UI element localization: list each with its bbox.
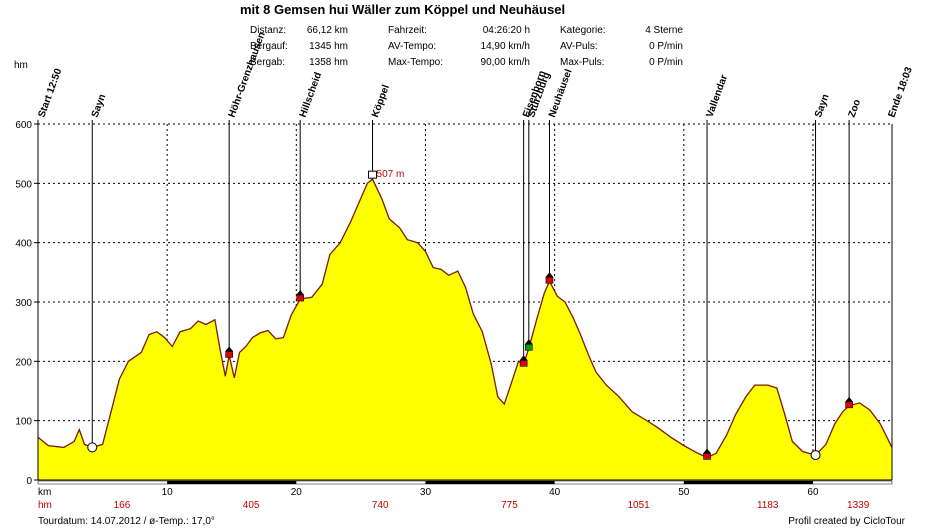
stat-value: 1358 hm [309,57,348,68]
tour-date: Tourdatum: 14.07.2012 / ø-Temp.: 17,0° [38,516,215,527]
stat-label: AV-Tempo: [388,41,436,52]
y-tick-label: 0 [26,476,32,487]
house-marker-icon [703,453,711,460]
house-roof-icon [296,290,305,296]
x-tick-label: 50 [678,487,690,498]
cumulative-hm-value: 405 [243,500,260,511]
y-tick-label: 200 [15,357,32,368]
stat-value: 14,90 km/h [481,41,530,52]
stat-label: Max-Tempo: [388,57,443,68]
waypoint-label: Start 12:50 [36,67,64,119]
waypoint-label: Höhr-Grenzhausen [227,31,268,119]
x-axis-label: km [38,487,51,498]
km-scale-segment [683,481,813,484]
cumulative-hm-value: 1339 [847,500,870,511]
house-roof-icon [845,396,854,402]
waypoint-label: Ende 18:03 [886,65,915,119]
stat-label: AV-Puls: [560,41,598,52]
waypoint-label: Sayn [90,93,109,119]
cumulative-hm-label: hm [38,500,52,511]
y-tick-label: 100 [15,417,32,428]
house-roof-icon [524,339,533,345]
house-marker-icon [545,276,554,284]
y-axis-label: hm [14,60,28,71]
waypoint-label: Zoo [847,98,864,119]
y-tick-label: 400 [15,239,32,250]
cumulative-hm-value: 1051 [627,500,650,511]
waypoint-label: Hillscheid [298,71,324,119]
cumulative-hm-value: 166 [114,500,131,511]
elevation-line [37,178,893,459]
summit-flag-icon [368,170,378,179]
stat-value: 0 P/min [649,41,683,52]
stat-value: 0 P/min [649,57,683,68]
house-marker-icon [225,351,233,358]
house-roof-icon [225,346,234,352]
cumulative-hm-value: 775 [501,500,518,511]
cumulative-hm-value: 1183 [757,500,779,511]
stats-table: Distanz: 66,12 km Bergauf: 1345 hm Bergab: 13… [250,25,683,68]
axes: hm 0 100 200 300 400 500 600 km 10 20 30 40 50 60 hm 166… [14,60,893,511]
km-scale-segment [425,481,555,484]
max-elevation-label: 507 m [377,169,405,180]
x-tick-label: 60 [807,487,819,498]
waypoint-label: Köppel [370,83,392,119]
stat-value: 1345 hm [309,41,348,52]
cumulative-hm-value: 740 [372,500,389,511]
waypoint-label: Sayn [813,93,832,119]
house-marker-icon [296,294,304,302]
waypoint-marker [810,450,821,461]
house-marker-icon [525,343,533,351]
house-marker-icon [519,359,528,367]
house-marker-icon [845,401,853,409]
chart-title: mit 8 Gemsen hui Wäller zum Köppel und N… [240,2,565,17]
stat-label: Kategorie: [560,25,606,36]
x-tick-label: 30 [420,487,432,498]
stat-label: Bergauf: [250,41,288,52]
credit: Profil created by CicloTour [788,516,905,527]
stat-label: Distanz: [250,25,286,36]
stat-value: 66,12 km [307,25,348,36]
stat-label: Bergab: [250,57,285,68]
waypoint-marker [87,442,98,453]
y-tick-label: 300 [15,298,32,309]
waypoint-label: Vallendar [705,73,731,119]
x-tick-label: 40 [549,487,561,498]
stat-label: Fahrzeit: [388,25,427,36]
house-roof-icon [519,355,528,361]
x-tick-label: 20 [291,487,303,498]
stat-value: 04:26:20 h [483,25,530,36]
km-scale-segment [167,481,297,484]
y-tick-label: 600 [15,120,32,131]
elevation-area [38,179,892,480]
stat-value: 4 Sterne [645,25,683,36]
house-roof-icon [703,448,712,454]
x-tick-label: 10 [162,487,174,498]
y-tick-label: 500 [15,179,32,190]
stat-label: Max-Puls: [560,57,604,68]
stat-value: 90,00 km/h [481,57,530,68]
house-roof-icon [545,272,554,278]
